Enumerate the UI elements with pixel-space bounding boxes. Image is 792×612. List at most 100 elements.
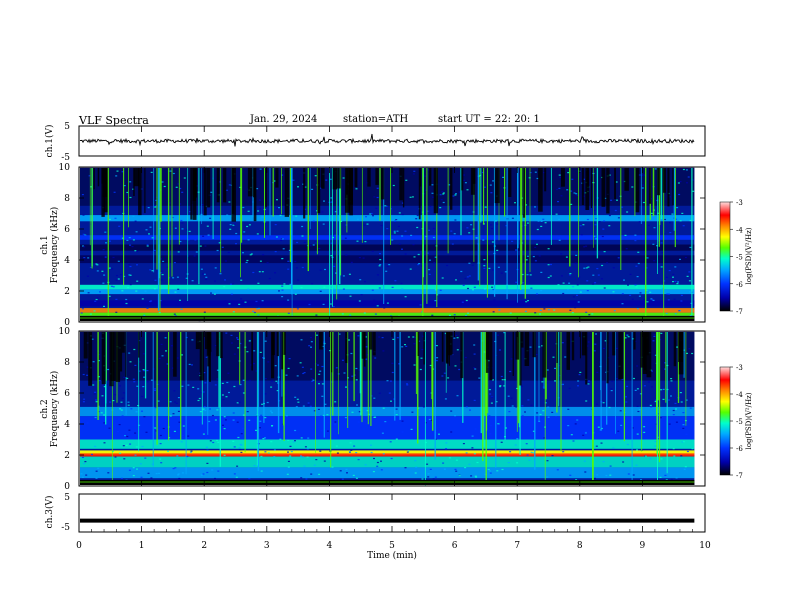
- spec-speckle: [462, 443, 465, 445]
- spec-speckle: [248, 224, 251, 226]
- spec-speckle: [521, 273, 524, 276]
- spec-band: [80, 284, 695, 290]
- spec-speckle: [409, 196, 412, 198]
- spec-speckle: [323, 286, 326, 288]
- spec-speckle: [476, 461, 479, 464]
- spec-dark-patch: [380, 168, 385, 200]
- spec-speckle: [404, 253, 407, 255]
- spec-speckle: [415, 466, 418, 468]
- spec-speckle: [181, 222, 184, 224]
- spec-speckle: [553, 309, 556, 311]
- spec-speckle: [383, 307, 386, 309]
- spec-speckle: [297, 186, 299, 188]
- spec-speckle: [536, 243, 538, 245]
- spec-dark-patch: [519, 332, 522, 386]
- spec-speckle: [536, 228, 539, 231]
- ch1-spectrogram: [80, 167, 695, 322]
- spec-dark-patch: [441, 332, 444, 362]
- spec-speckle: [643, 298, 646, 300]
- spec-speckle: [532, 256, 535, 258]
- spec-speckle: [405, 179, 408, 181]
- spec-speckle: [364, 464, 367, 466]
- spec-speckle: [258, 271, 261, 273]
- spec-speckle: [376, 461, 379, 464]
- x-tick-label: 6: [452, 541, 458, 551]
- spec-dark-patch: [590, 168, 592, 208]
- spec-speckle: [424, 422, 427, 424]
- spec-speckle: [159, 300, 162, 302]
- spec-speckle: [441, 191, 444, 193]
- spec-speckle: [660, 458, 663, 460]
- spec-speckle: [323, 200, 325, 202]
- spec-speckle: [355, 379, 358, 381]
- spec-speckle: [316, 334, 318, 336]
- spec-band: [80, 331, 695, 381]
- spec-speckle: [404, 344, 406, 346]
- spec-dark-patch: [216, 168, 220, 203]
- x-tick-label: 10: [699, 541, 711, 551]
- spec-speckle: [236, 338, 239, 340]
- spec-speckle: [668, 270, 671, 272]
- spec-speckle: [199, 245, 202, 247]
- spec-speckle: [443, 372, 446, 374]
- spec-speckle: [466, 276, 469, 278]
- spec-speckle: [543, 308, 546, 310]
- spec-speckle: [202, 433, 205, 435]
- spec-speckle: [287, 312, 290, 314]
- spec-speckle: [144, 457, 147, 459]
- spec-speckle: [629, 421, 632, 423]
- spec-speckle: [121, 237, 124, 239]
- spec-speckle: [381, 337, 384, 339]
- spec-band: [80, 215, 695, 222]
- spec-speckle: [83, 234, 86, 237]
- spec-speckle: [179, 240, 182, 243]
- spec-band: [80, 450, 695, 455]
- spec-speckle: [552, 356, 555, 358]
- spec-speckle: [569, 273, 572, 275]
- spec-speckle: [253, 465, 256, 467]
- spec-speckle: [546, 369, 549, 371]
- spec-speckle: [297, 401, 300, 403]
- spec-speckle: [465, 406, 468, 408]
- spec-speckle: [688, 271, 691, 273]
- spec-dark-patch: [678, 332, 684, 375]
- spec-speckle: [572, 296, 575, 298]
- spec-speckle: [310, 378, 313, 380]
- spec-speckle: [117, 260, 120, 262]
- spec-speckle: [279, 214, 282, 216]
- spec-speckle: [126, 435, 129, 438]
- spec-speckle: [173, 430, 176, 432]
- spec-speckle: [692, 179, 694, 181]
- spec-dark-patch: [101, 332, 106, 385]
- station-label: station=ATH: [343, 114, 409, 125]
- spec-speckle: [135, 446, 138, 448]
- spec-speckle: [319, 187, 322, 189]
- spec-dark-patch: [101, 168, 105, 217]
- spec-speckle: [643, 426, 646, 428]
- spec-speckle: [314, 240, 317, 243]
- spec-speckle: [488, 267, 491, 269]
- spec-speckle: [668, 293, 670, 295]
- spec-speckle: [570, 434, 573, 436]
- spec-speckle: [395, 219, 398, 221]
- spec-speckle: [595, 445, 598, 447]
- spec-speckle: [177, 183, 180, 185]
- spec-speckle: [557, 284, 560, 286]
- spec-speckle: [429, 364, 432, 367]
- spec-speckle: [391, 362, 394, 364]
- spec-speckle: [626, 443, 629, 446]
- spec-speckle: [235, 232, 238, 235]
- spec-speckle: [671, 213, 674, 215]
- spec-speckle: [296, 398, 299, 400]
- spec-speckle: [509, 370, 512, 373]
- spec-speckle: [454, 365, 457, 367]
- ch2-spec-ytick-label: 6: [64, 389, 70, 399]
- spec-speckle: [172, 277, 175, 279]
- spec-speckle: [636, 405, 639, 407]
- ch1-spec-ytick-label: 10: [59, 163, 71, 173]
- spec-speckle: [111, 268, 114, 270]
- spec-speckle: [318, 473, 321, 475]
- spec-speckle: [375, 207, 378, 209]
- spec-dark-patch: [606, 168, 610, 214]
